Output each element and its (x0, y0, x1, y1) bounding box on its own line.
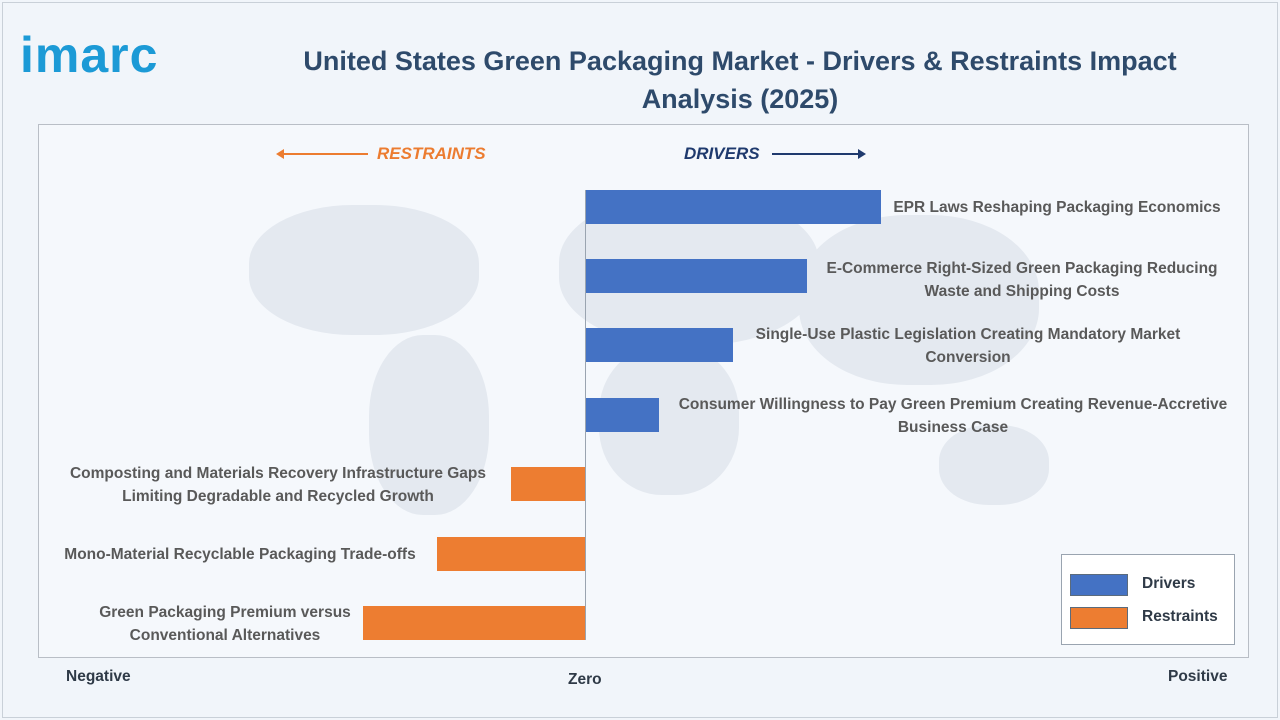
drivers-arrow (772, 149, 866, 159)
axis-zero-label: Zero (568, 671, 602, 688)
restraints-direction-label: RESTRAINTS (377, 144, 486, 163)
driver-bar (585, 398, 659, 432)
axis-positive-label: Positive (1168, 668, 1228, 685)
restraint-label: Green Packaging Premium versus Conventio… (99, 604, 351, 644)
drivers-direction-label: DRIVERS (684, 144, 760, 163)
driver-label: Single-Use Plastic Legislation Creating … (755, 326, 1181, 366)
legend: Drivers Restraints (1061, 554, 1235, 645)
driver-label: EPR Laws Reshaping Packaging Economics (893, 199, 1221, 216)
restraint-label: Mono-Material Recyclable Packaging Trade… (64, 546, 416, 563)
world-map-background (369, 335, 489, 515)
driver-bar (585, 190, 881, 224)
legend-item-restraints: Restraints (1070, 605, 1230, 629)
restraint-label: Composting and Materials Recovery Infras… (69, 465, 487, 505)
world-map-background (249, 205, 479, 335)
imarc-logo: imarc (20, 27, 159, 83)
legend-swatch-restraints (1070, 607, 1128, 629)
restraint-bar (511, 467, 585, 501)
legend-label-restraints: Restraints (1142, 608, 1218, 625)
driver-label: E-Commerce Right-Sized Green Packaging R… (826, 260, 1218, 300)
zero-axis-line (585, 190, 586, 640)
world-map-background (799, 215, 1039, 385)
restraint-bar (363, 606, 585, 640)
driver-bar (585, 259, 807, 293)
axis-negative-label: Negative (66, 668, 131, 685)
driver-bar (585, 328, 733, 362)
chart-title: United States Green Packaging Market - D… (303, 46, 1177, 114)
world-map-background (939, 425, 1049, 505)
restraints-arrow (276, 149, 368, 159)
legend-item-drivers: Drivers (1070, 572, 1230, 596)
driver-label: Consumer Willingness to Pay Green Premiu… (678, 396, 1228, 436)
legend-label-drivers: Drivers (1142, 575, 1196, 592)
legend-swatch-drivers (1070, 574, 1128, 596)
restraint-bar (437, 537, 585, 571)
